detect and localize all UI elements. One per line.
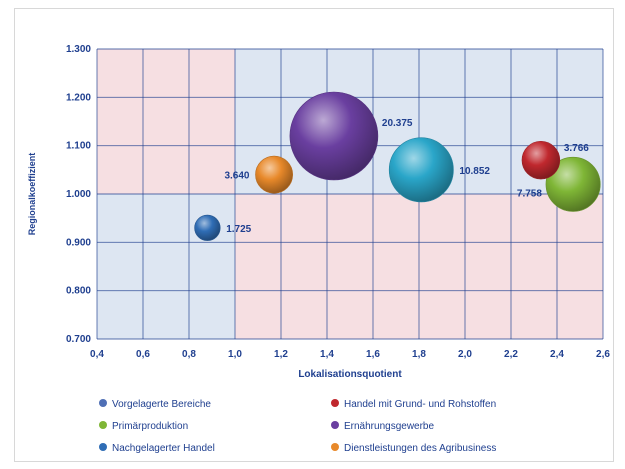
x-tick-label: 2,4 [550,349,564,360]
x-axis-label: Lokalisationsquotient [298,369,402,380]
data-label: 10.852 [459,166,490,177]
data-label: 3.766 [564,143,589,154]
legend-marker [99,443,107,451]
x-tick-label: 1,6 [366,349,380,360]
legend-marker [99,399,107,407]
y-tick-label: 0.800 [66,286,91,297]
background-quadrant-3 [97,194,235,339]
x-tick-label: 0,8 [182,349,196,360]
y-axis-label: Regionalkoeffizient [27,153,37,236]
chart-frame: 0,4 0,6 0,8 1,0 1,2 1,4 1,6 1,8 2,0 2,2 2,4 2,6 0.70… [14,8,614,462]
legend-marker [99,421,107,429]
x-tick-label: 2,6 [596,349,610,360]
y-tick-label: 0.700 [66,334,91,345]
y-tick-label: 1.000 [66,189,91,200]
bubble-point [289,91,379,181]
x-tick-label: 1,8 [412,349,426,360]
bubble-point [194,214,221,241]
legend-label: Primärproduktion [112,421,188,432]
x-tick-label: 0,4 [90,349,104,360]
data-label: 1.725 [226,224,251,235]
background-quadrant-1 [97,49,235,194]
legend-label: Nachgelagerter Handel [112,443,215,454]
legend-label: Vorgelagerte Bereiche [112,399,211,410]
x-tick-label: 0,6 [136,349,150,360]
data-label: 7.758 [517,188,542,199]
y-tick-label: 0.900 [66,237,91,248]
legend-label: Ernährungsgewerbe [344,421,434,432]
legend-marker [331,443,339,451]
data-label: 3.640 [224,171,249,182]
x-tick-label: 1,4 [320,349,334,360]
bubble-point [255,155,293,194]
y-tick-label: 1.300 [66,44,91,55]
bubble-point [388,137,454,203]
legend-marker [331,399,339,407]
y-tick-label: 1.100 [66,141,91,152]
bubble-point [521,140,561,180]
x-tick-label: 2,0 [458,349,472,360]
legend-marker [331,421,339,429]
x-tick-label: 1,0 [228,349,242,360]
bubble-point [545,156,601,212]
y-tick-label: 1.200 [66,92,91,103]
x-tick-label: 2,2 [504,349,518,360]
legend-label: Handel mit Grund- und Rohstoffen [344,399,496,410]
bubble-chart: 0,4 0,6 0,8 1,0 1,2 1,4 1,6 1,8 2,0 2,2 2,4 2,6 0.70… [27,44,610,454]
x-tick-label: 1,2 [274,349,288,360]
data-label: 20.375 [382,118,413,129]
legend-label: Dienstleistungen des Agribusiness [344,443,496,454]
